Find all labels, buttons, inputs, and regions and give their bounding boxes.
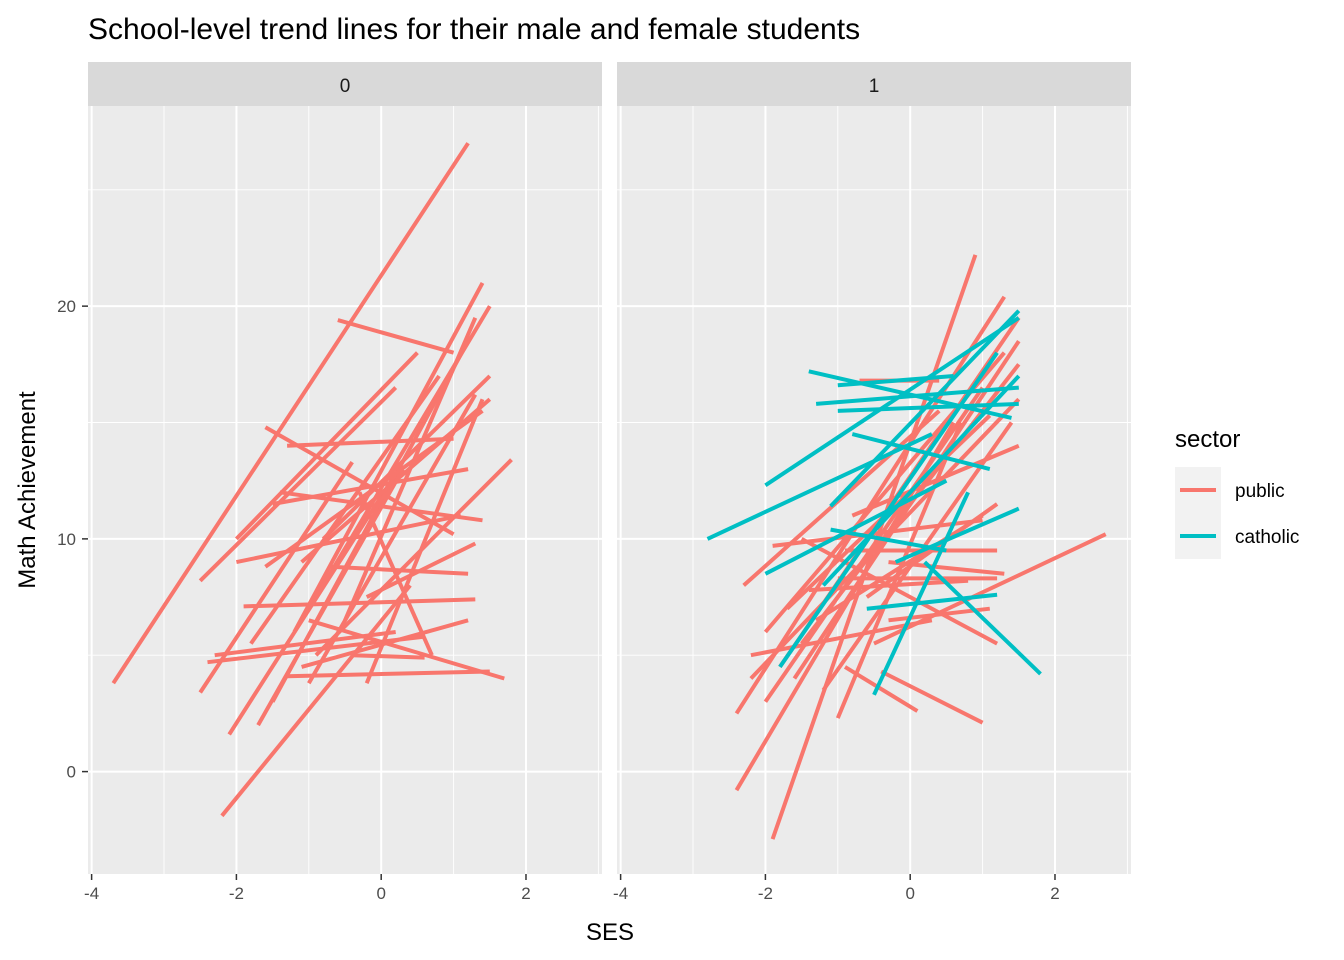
trend-line-public	[330, 564, 469, 576]
x-axis-0: -4 -2 0 2	[84, 874, 531, 903]
trend-line-catholic	[821, 374, 1021, 587]
x-tick-label: -4	[84, 884, 99, 903]
trend-line-public	[337, 318, 455, 355]
y-axis-title: Math Achievement	[14, 391, 41, 589]
trend-line-public	[880, 669, 984, 725]
trend-line-public	[750, 618, 933, 658]
trend-line-catholic	[923, 560, 1042, 676]
facet-panel-1: 1	[617, 62, 1131, 874]
facet-strip-label-0: 0	[340, 76, 351, 97]
trend-line-public	[365, 541, 477, 599]
trend-line-public	[343, 317, 478, 622]
x-tick-label: -2	[758, 884, 773, 903]
trend-line-public	[111, 142, 470, 685]
trend-line-public	[220, 584, 412, 818]
trend-line-public	[198, 386, 398, 583]
y-tick-label: 0	[67, 763, 76, 782]
trend-line-catholic	[872, 491, 970, 696]
facet-strip-0	[88, 62, 602, 106]
trend-line-public	[792, 339, 1021, 680]
x-axis-1: -4 -2 0 2	[613, 874, 1060, 903]
trend-line-public	[314, 458, 513, 657]
y-tick-label: 20	[57, 297, 76, 316]
trend-line-public	[800, 537, 999, 646]
trend-line-public	[301, 618, 469, 669]
trend-line-public	[364, 398, 485, 684]
trend-line-public	[734, 295, 1006, 715]
trend-lines-1	[706, 254, 1107, 840]
trend-line-public	[843, 665, 919, 713]
chart-title: School-level trend lines for their male …	[88, 13, 860, 46]
grid-lines-1	[617, 106, 1131, 874]
trend-line-catholic	[830, 527, 947, 553]
trend-line-public	[763, 386, 985, 703]
x-axis-title: SES	[586, 919, 634, 946]
trend-line-catholic	[815, 385, 1019, 406]
legend-label-public: public	[1235, 481, 1285, 502]
trend-line-public	[256, 468, 405, 727]
legend-title: sector	[1175, 426, 1240, 453]
facet-strip-label-1: 1	[869, 76, 880, 97]
trend-line-public	[321, 374, 492, 541]
x-tick-label: -4	[613, 884, 628, 903]
plot-panel-1	[617, 106, 1131, 874]
x-tick-label: -2	[229, 884, 244, 903]
trend-line-public	[742, 409, 941, 587]
trend-line-catholic	[764, 478, 948, 576]
trend-lines-0	[111, 142, 513, 818]
x-tick-label: 0	[905, 884, 914, 903]
trend-line-public	[352, 653, 425, 660]
trend-line-catholic	[851, 432, 991, 472]
x-tick-label: 2	[1050, 884, 1059, 903]
y-axis: 0 10 20	[57, 297, 88, 782]
trend-line-public	[357, 491, 434, 657]
trend-line-public	[287, 669, 490, 679]
facet-panel-0: 0	[88, 62, 602, 874]
trend-line-catholic	[866, 592, 998, 611]
legend: sector public catholic	[1175, 426, 1299, 559]
trend-line-public	[235, 513, 462, 565]
trend-line-public	[307, 393, 478, 685]
trend-line-catholic	[894, 506, 1020, 564]
trend-line-public	[272, 467, 469, 506]
trend-line-public	[772, 518, 983, 548]
x-tick-label: 0	[376, 884, 385, 903]
trend-line-public	[888, 560, 1005, 576]
y-tick-label: 10	[57, 530, 76, 549]
legend-label-catholic: catholic	[1235, 527, 1299, 548]
grid-lines-0	[88, 106, 602, 874]
trend-line-catholic	[764, 316, 1020, 487]
trend-line-catholic	[829, 309, 1021, 508]
facet-strip-1	[617, 62, 1131, 106]
trend-line-public	[851, 443, 1020, 518]
trend-line-catholic	[706, 432, 933, 541]
trend-line-public	[243, 597, 476, 609]
trend-line-public	[292, 281, 485, 633]
x-tick-label: 2	[521, 884, 530, 903]
trend-line-public	[214, 630, 396, 658]
trend-line-catholic	[837, 374, 954, 388]
